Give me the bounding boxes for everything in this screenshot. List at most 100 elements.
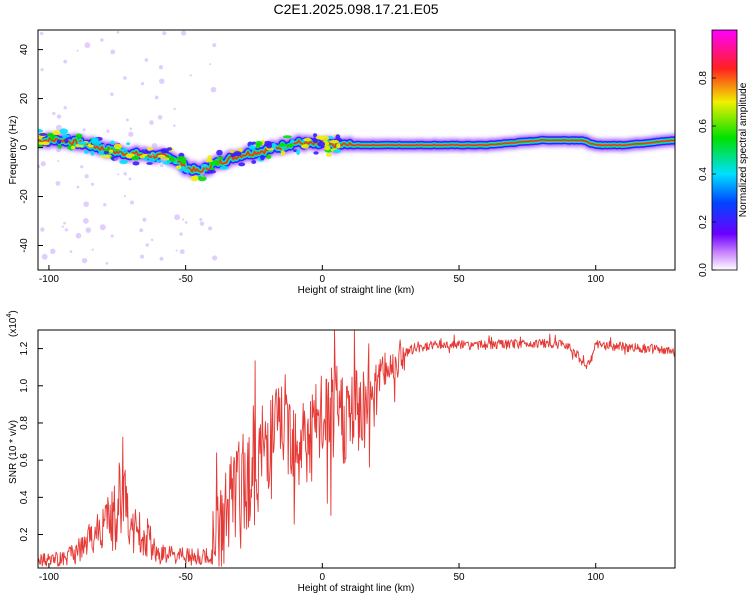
spectrogram-speckle [83,218,89,224]
snr-x-ticks: -100 -50 0 50 100 [39,563,604,583]
spectrogram-blob [148,158,156,162]
spectrogram-y-tick-label: -40 [19,238,30,253]
spectrogram-blob [77,141,88,146]
spectrogram-speckle [129,127,133,130]
spectrogram-y-tick-label: -20 [19,189,30,204]
spectrogram-speckle [209,63,212,66]
spectrogram-speckle [145,243,149,247]
spectrogram-speckle [180,30,187,36]
spectrogram-blob [259,154,265,161]
spectrogram-speckle [199,217,203,222]
spectrogram-speckle [40,227,45,232]
spectrogram-blob [146,162,153,165]
spectrogram-blob [313,151,319,155]
spectrogram-speckle [90,182,95,186]
spectrogram-speckle [52,111,56,116]
spectrogram-blob [113,143,123,150]
spectrogram-x-tick-label: -50 [178,274,193,285]
spectrogram-speckle [110,49,116,55]
snr-y-scale-close: ) [8,310,19,313]
spectrogram-speckle [179,249,185,255]
spectrogram-speckle [158,78,165,84]
spectrogram-speckle [114,157,118,162]
spectrogram-speckle [83,201,90,208]
spectrogram-speckle [160,163,164,168]
spectrogram-blob [301,144,310,149]
spectrogram-y-ticks: 40 20 0 -20 -40 [19,44,43,253]
spectrogram-blob [249,144,255,149]
spectrogram-blob [38,129,44,133]
spectrogram-speckle [40,31,44,36]
spectrogram-speckle [199,221,205,226]
spectrogram-blob [126,142,131,146]
spectrogram-speckle [76,185,80,189]
spectrogram-blob [286,143,295,148]
spectrogram-speckle [130,200,135,205]
colorbar: 0.0 0.2 0.4 0.6 0.8 Normalized spectral ampl… [698,29,749,277]
spectrogram-blob [70,145,76,150]
spectrogram-speckle [110,92,114,96]
spectrogram-blob [64,138,69,144]
spectrogram-speckle [56,147,61,153]
spectrogram-blob [238,162,246,167]
svg-text:(x104): (x104) [6,310,19,337]
spectrogram-speckle [69,250,73,254]
snr-y-scale: (x104) [6,310,19,337]
spectrogram-speckle [84,42,91,49]
spectrogram-speckle [114,140,118,145]
spectrogram-blob [59,128,69,135]
snr-x-tick-label: 100 [587,572,604,583]
spectrogram-blob [118,148,129,152]
spectrogram-speckle [212,255,218,261]
spectrogram-blob [336,143,341,149]
spectrogram-blob [38,141,46,145]
spectrogram-speckle [80,165,84,169]
spectrogram-heatmap [38,30,675,265]
spectrogram-blob [110,140,115,145]
spectrogram-blob [251,160,257,164]
spectrogram-blob [319,135,330,141]
snr-y-label: SNR (10 * v/v) [8,420,19,484]
spectrogram-blob [99,154,110,158]
snr-panel: -100 -50 0 50 100 0.2 0.4 0.6 0.8 1.0 1.2 Height … [6,310,676,594]
spectrogram-speckle [143,147,146,151]
spectrogram-frame [37,29,676,271]
colorbar-gradient [712,30,737,270]
snr-x-tick-label: -50 [178,572,193,583]
spectrogram-speckle [142,217,147,222]
spectrogram-blob [265,154,272,159]
spectrogram-x-tick-label: 0 [320,274,326,285]
spectrogram-blob [49,133,56,140]
spectrogram-speckle [149,120,154,125]
spectrogram-speckle [40,68,44,72]
spectrogram-speckle [173,124,176,127]
spectrogram-y-tick-label: 20 [19,93,30,105]
snr-y-scale-base: (x10 [8,317,19,337]
colorbar-tick-label: 0.8 [698,71,709,85]
spectrogram-speckle [102,143,107,147]
spectrogram-blob [52,130,61,136]
snr-x-tick-label: -100 [39,572,59,583]
spectrogram-blob [296,149,301,156]
spectrogram-speckle [117,173,120,176]
spectrogram-speckle [76,49,79,52]
spectrogram-speckle [139,228,144,233]
spectrogram-speckle [84,174,89,179]
spectrogram-blob [278,143,288,147]
spectrogram-speckle [210,86,217,93]
spectrogram-x-label: Height of straight line (km) [298,285,415,296]
spectrogram-blob [141,150,151,155]
spectrogram-blob [317,141,326,148]
spectrogram-blob [313,133,318,138]
spectrogram-speckle [184,221,188,224]
spectrogram-speckle [55,180,61,186]
spectrogram-speckle [150,152,155,157]
spectrogram-speckle [105,262,109,265]
spectrogram-blob [132,161,140,166]
spectrogram-speckle [116,31,120,34]
spectrogram-blob [90,150,95,156]
spectrogram-speckle [157,115,163,120]
spectrogram-blob [206,169,216,174]
spectrogram-speckle [82,128,86,132]
spectrogram-y-tick-label: 40 [19,44,30,56]
